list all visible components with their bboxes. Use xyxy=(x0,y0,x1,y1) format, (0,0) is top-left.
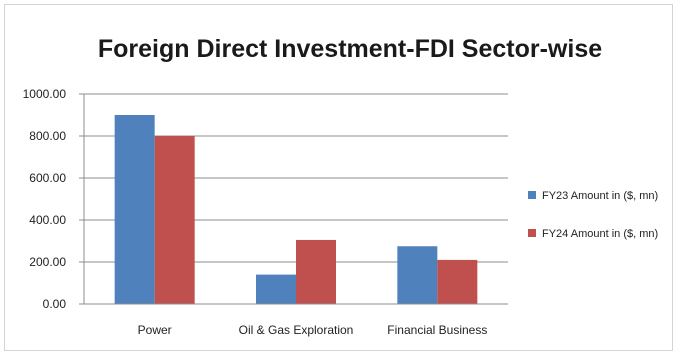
legend-label: FY24 Amount in ($, mn) xyxy=(542,228,658,240)
y-tick-label: 800.00 xyxy=(29,129,66,143)
bar xyxy=(437,259,478,304)
legend-swatch xyxy=(528,229,536,237)
y-axis: 0.00 200.00 400.00 600.00 800.00 1000.00 xyxy=(23,87,85,311)
legend: FY23 Amount in ($, mn) FY24 Amount in ($,… xyxy=(528,190,658,240)
bar xyxy=(296,239,336,304)
y-tick-label: 200.00 xyxy=(29,255,66,269)
bar xyxy=(154,136,195,304)
x-axis: Power Oil & Gas Exploration Financial Busi… xyxy=(84,303,508,337)
x-category-label: Oil & Gas Exploration xyxy=(239,323,354,337)
y-tick-label: 1000.00 xyxy=(23,87,67,101)
x-category-label: Power xyxy=(138,323,172,337)
legend-label: FY23 Amount in ($, mn) xyxy=(542,190,658,202)
bar xyxy=(256,274,296,304)
bar xyxy=(397,246,438,304)
legend-swatch xyxy=(528,191,536,199)
chart-title: Foreign Direct Investment-FDI Sector-wis… xyxy=(98,35,602,63)
y-tick-label: 400.00 xyxy=(29,213,66,227)
bar xyxy=(114,115,155,304)
bars xyxy=(114,115,478,304)
y-tick-label: 600.00 xyxy=(29,171,66,185)
y-tick-label: 0.00 xyxy=(43,297,67,311)
x-category-label: Financial Business xyxy=(387,323,487,337)
